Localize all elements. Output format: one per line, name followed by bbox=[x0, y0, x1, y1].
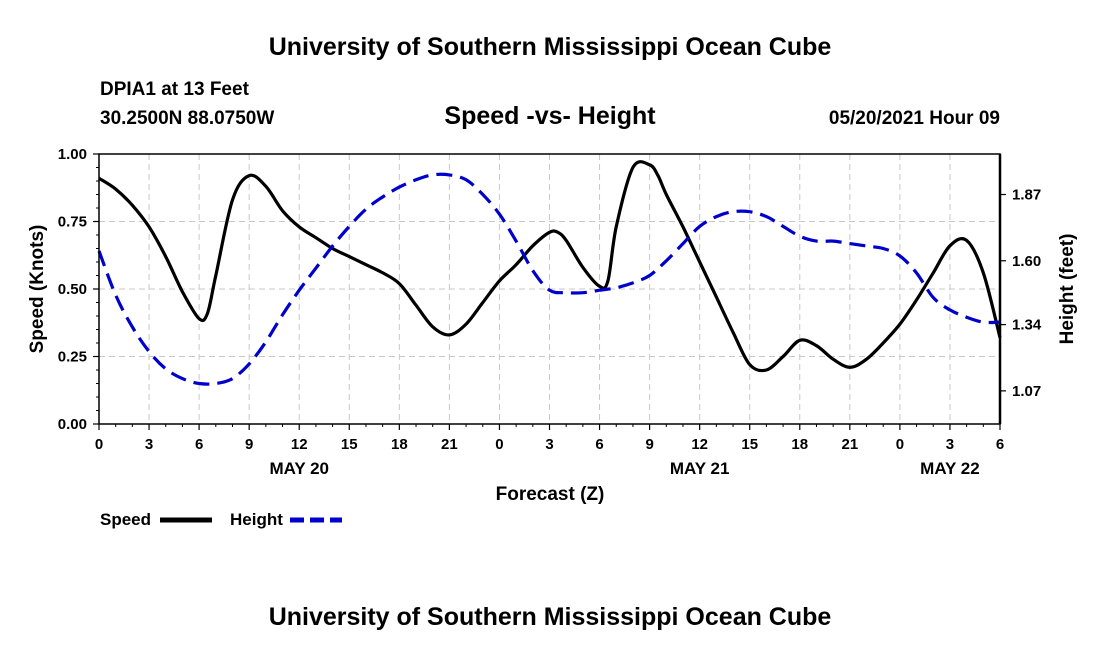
chart-title: Speed -vs- Height bbox=[444, 102, 656, 130]
coords-label: 30.2500N 88.0750W bbox=[100, 108, 274, 129]
date-label: MAY 20 bbox=[269, 459, 329, 478]
x-tick-label: 12 bbox=[291, 436, 308, 453]
grid-lines bbox=[99, 154, 1000, 424]
footer-title: University of Southern Mississippi Ocean… bbox=[269, 603, 832, 631]
x-tick-label: 6 bbox=[996, 436, 1004, 453]
y-right-tick-label: 1.07 bbox=[1012, 383, 1041, 400]
page-title: University of Southern Mississippi Ocean… bbox=[269, 33, 832, 61]
y-left-tick-label: 0.75 bbox=[58, 214, 87, 231]
x-tick-label: 15 bbox=[741, 436, 758, 453]
x-tick-label: 3 bbox=[145, 436, 153, 453]
x-tick-label: 18 bbox=[391, 436, 408, 453]
x-tick-label: 0 bbox=[896, 436, 904, 453]
issued-time: 05/20/2021 Hour 09 bbox=[829, 108, 1000, 129]
y-left-tick-label: 0.50 bbox=[58, 281, 87, 298]
legend: Speed Height bbox=[100, 510, 342, 529]
series-line-height bbox=[97, 172, 1001, 386]
x-axis-label: Forecast (Z) bbox=[496, 484, 605, 505]
date-label: MAY 21 bbox=[670, 459, 730, 478]
y-left-tick-label: 0.25 bbox=[58, 349, 87, 366]
y-right-tick-label: 1.87 bbox=[1012, 187, 1041, 204]
x-tick-label: 12 bbox=[691, 436, 708, 453]
x-tick-label: 6 bbox=[195, 436, 203, 453]
legend-height-label: Height bbox=[230, 510, 283, 529]
series-line-speed bbox=[98, 160, 1002, 373]
station-label: DPIA1 at 13 Feet bbox=[100, 79, 250, 100]
x-tick-label: 9 bbox=[645, 436, 653, 453]
y-axis-left-label: Speed (Knots) bbox=[27, 225, 48, 354]
x-tick-label: 15 bbox=[341, 436, 358, 453]
legend-speed-label: Speed bbox=[100, 510, 151, 529]
x-tick-label: 18 bbox=[791, 436, 808, 453]
x-tick-label: 9 bbox=[245, 436, 253, 453]
x-tick-label: 0 bbox=[495, 436, 503, 453]
x-tick-label: 21 bbox=[441, 436, 458, 453]
axes: 0 3 6 9 12 15 18 21 0 3 6 9 12 15 18 21 0 3 6 MAY 20 MAY 21 M… bbox=[58, 146, 1042, 478]
x-tick-label: 6 bbox=[595, 436, 603, 453]
x-tick-label: 3 bbox=[946, 436, 954, 453]
y-right-tick-label: 1.60 bbox=[1012, 253, 1041, 270]
y-left-tick-label: 0.00 bbox=[58, 416, 87, 433]
y-left-tick-label: 1.00 bbox=[58, 146, 87, 163]
y-axis-right-label: Height (feet) bbox=[1057, 234, 1078, 345]
date-label: MAY 22 bbox=[920, 459, 980, 478]
x-tick-label: 3 bbox=[545, 436, 553, 453]
y-right-tick-label: 1.34 bbox=[1012, 317, 1042, 334]
x-tick-label: 0 bbox=[95, 436, 103, 453]
x-tick-label: 21 bbox=[841, 436, 858, 453]
series-layer bbox=[97, 160, 1002, 386]
